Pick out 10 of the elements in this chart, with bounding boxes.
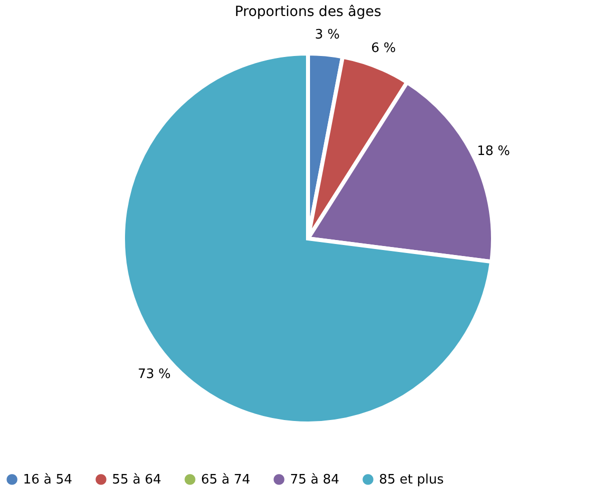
legend-label: 55 à 64 (112, 472, 162, 488)
legend-label: 65 à 74 (201, 472, 250, 488)
legend-label: 75 à 84 (290, 472, 340, 488)
chart-title: Proportions des âges (234, 4, 382, 20)
legend-label: 16 à 54 (23, 472, 72, 488)
data-label: 6 % (371, 40, 396, 56)
data-label: 18 % (476, 144, 510, 160)
legend-label: 85 et plus (379, 472, 444, 488)
data-label: 3 % (314, 27, 340, 42)
data-label: 73 % (138, 367, 171, 382)
